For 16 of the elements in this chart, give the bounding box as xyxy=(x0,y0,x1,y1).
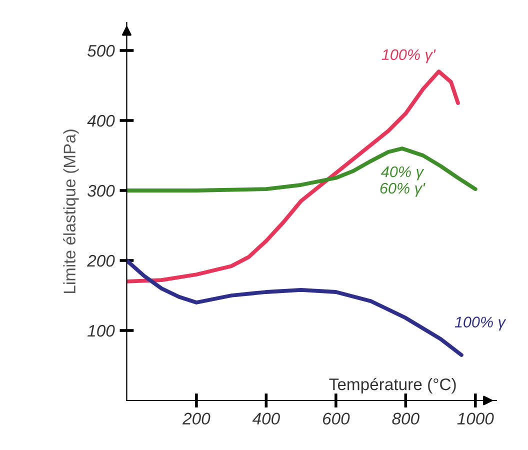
series-label: 100% γ' xyxy=(382,49,436,64)
y-tick-label: 100 xyxy=(88,324,115,337)
x-tick-label: 600 xyxy=(322,412,350,425)
line-series xyxy=(126,70,460,284)
x-tick-label: 200 xyxy=(182,412,210,425)
series-label: 100% γ xyxy=(454,316,506,330)
y-tick-label: 500 xyxy=(87,44,115,57)
x-tick-label: 800 xyxy=(392,412,420,425)
x-tick-label: 400 xyxy=(252,412,280,425)
y-axis-title: Limite élastique (MPa) xyxy=(63,130,79,294)
series-label: 40% γ 60% γ' xyxy=(380,166,426,197)
y-tick-label: 300 xyxy=(88,184,115,197)
y-tick-label: 200 xyxy=(87,254,115,267)
y-tick-label: 400 xyxy=(87,114,115,127)
x-axis-title: Température (°C) xyxy=(329,378,456,394)
x-tick-label: 1000 xyxy=(457,412,494,425)
